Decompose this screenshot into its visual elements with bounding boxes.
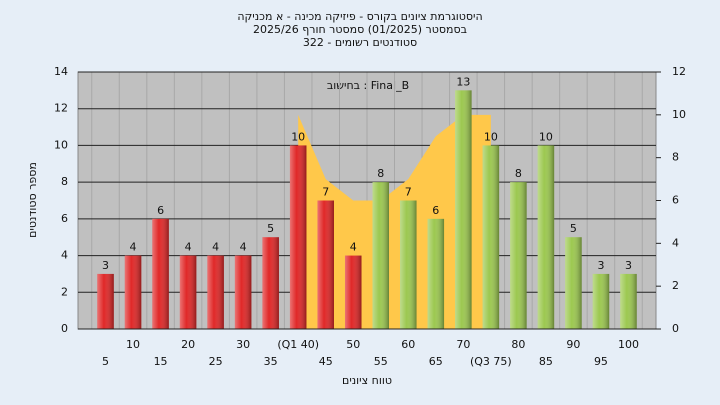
y2-tick-label: 12 (672, 65, 686, 78)
bar-shade (344, 255, 362, 329)
data-label: 4 (350, 241, 357, 254)
data-label: 4 (212, 241, 219, 254)
bar-shade (427, 218, 445, 329)
data-label: 6 (157, 204, 164, 217)
data-label: 7 (322, 186, 329, 199)
bar-shade (620, 273, 637, 329)
data-label: 13 (456, 75, 470, 88)
annotation: Final_B : בחישוב (327, 79, 409, 92)
y-tick-label: 6 (61, 212, 68, 225)
x-tick-label: 25 (209, 355, 223, 368)
y-tick-label: 10 (54, 138, 68, 151)
bar-shade (592, 273, 610, 329)
bar-shade (179, 255, 197, 329)
x-tick-label: 80 (511, 338, 525, 351)
x-tick-label: 20 (181, 338, 195, 351)
y-axis-label: מספר סטודנטים (26, 162, 39, 238)
chart-subtitle: בסמסטר (01/2025) סמסטר חורף 2025/26 (253, 23, 467, 36)
data-label: 8 (515, 167, 522, 180)
bar-shade (455, 90, 472, 329)
x-tick-label: 100 (618, 338, 639, 351)
data-label: 5 (570, 222, 577, 235)
bar-shade (482, 145, 500, 329)
x-tick-label: (Q3 75) (470, 355, 512, 368)
y2-tick-label: 4 (672, 236, 679, 249)
y2-tick-label: 6 (672, 194, 679, 207)
data-label: 7 (405, 186, 412, 199)
x-tick-label: 30 (236, 338, 250, 351)
bar-shade (207, 255, 224, 329)
data-label: 5 (267, 222, 274, 235)
bar-shade (317, 200, 334, 329)
y-tick-label: 0 (61, 322, 68, 335)
x-tick-label: 5 (102, 355, 109, 368)
x-tick-label: 15 (154, 355, 168, 368)
x-axis-label: טווח ציונים (342, 374, 392, 387)
data-label: 4 (185, 241, 192, 254)
bar-shade (537, 145, 555, 329)
x-tick-label: 50 (346, 338, 360, 351)
x-tick-label: 90 (566, 338, 580, 351)
bar-shade (152, 218, 169, 329)
bar-shade (289, 145, 307, 329)
x-tick-label: 95 (594, 355, 608, 368)
x-tick-label: 45 (319, 355, 333, 368)
y-tick-label: 2 (61, 285, 68, 298)
bar-shade (565, 237, 582, 329)
x-tick-label: 35 (264, 355, 278, 368)
bar-shade (372, 182, 390, 329)
chart-title: היסטוגרמת ציונים בקורס - פיזיקה מכינה - … (237, 10, 482, 23)
data-label: 6 (432, 204, 439, 217)
bar-shade (234, 255, 252, 329)
data-label: 10 (484, 130, 498, 143)
y2-tick-label: 0 (672, 322, 679, 335)
y-tick-label: 12 (54, 102, 68, 115)
y-tick-label: 14 (54, 65, 68, 78)
x-tick-label: 70 (456, 338, 470, 351)
x-tick-label: 55 (374, 355, 388, 368)
bar-shade (510, 182, 527, 329)
data-label: 10 (539, 130, 553, 143)
x-tick-label: 10 (126, 338, 140, 351)
chart-subtitle: סטודנטים רשומים - 322 (303, 36, 417, 49)
x-tick-label: (Q1 40) (277, 338, 319, 351)
data-label: 4 (240, 241, 247, 254)
y2-tick-label: 10 (672, 108, 686, 121)
data-label: 4 (130, 241, 137, 254)
data-label: 10 (291, 130, 305, 143)
bar-shade (262, 237, 279, 329)
y-tick-label: 4 (61, 249, 68, 262)
y2-tick-label: 8 (672, 151, 679, 164)
data-label: 3 (625, 259, 632, 272)
y2-tick-label: 2 (672, 279, 679, 292)
x-tick-label: 60 (401, 338, 415, 351)
data-label: 8 (377, 167, 384, 180)
bar-shade (124, 255, 142, 329)
x-tick-label: 85 (539, 355, 553, 368)
x-tick-label: 65 (429, 355, 443, 368)
data-label: 3 (597, 259, 604, 272)
bar-shade (97, 273, 114, 329)
data-label: 3 (102, 259, 109, 272)
bar-shade (400, 200, 417, 329)
y-tick-label: 8 (61, 175, 68, 188)
